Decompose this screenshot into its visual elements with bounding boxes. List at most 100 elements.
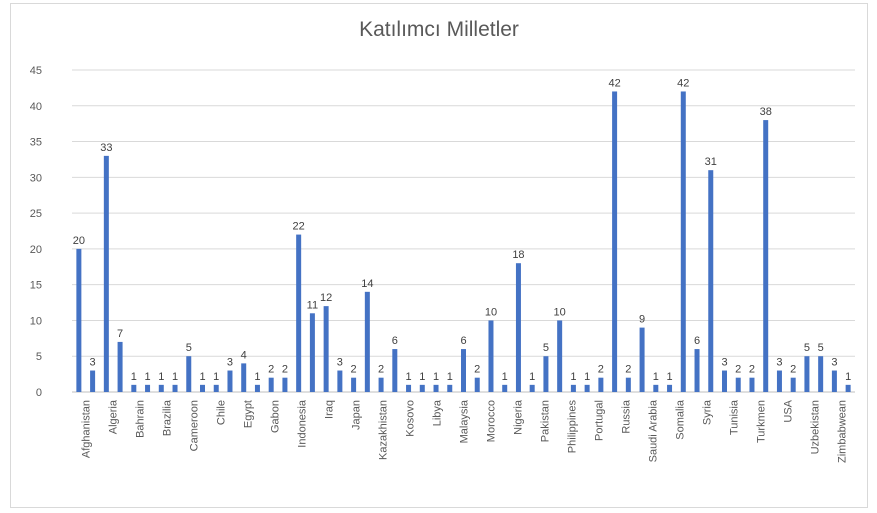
x-category-label: Malaysia xyxy=(459,399,471,443)
data-label: 1 xyxy=(845,371,851,383)
x-category-label: Algeria xyxy=(108,399,120,434)
x-category-label: Cameroon xyxy=(189,400,201,451)
gridlines xyxy=(72,69,855,393)
bar xyxy=(186,356,192,392)
data-label: 4 xyxy=(241,349,247,361)
x-category-label: Tunisia xyxy=(729,399,741,435)
data-label: 3 xyxy=(721,357,727,369)
bar xyxy=(818,356,824,392)
data-label: 10 xyxy=(554,306,566,318)
data-label: 5 xyxy=(543,342,549,354)
x-category-label: Portugal xyxy=(594,400,606,441)
x-category-label: Gabon xyxy=(270,400,282,433)
bar xyxy=(90,370,96,392)
data-label: 12 xyxy=(320,292,332,304)
bar xyxy=(227,370,233,392)
x-category-label: Russia xyxy=(621,399,633,434)
data-label: 2 xyxy=(268,364,274,376)
bar xyxy=(680,91,686,392)
bar xyxy=(351,377,357,392)
x-category-label: Afghanistan xyxy=(81,400,93,458)
y-tick-label: 20 xyxy=(30,244,42,256)
x-category-label: Zimbabwean xyxy=(837,400,849,463)
bar xyxy=(653,384,659,392)
data-label: 1 xyxy=(666,371,672,383)
data-label: 2 xyxy=(598,364,604,376)
data-label: 5 xyxy=(804,342,810,354)
data-label: 2 xyxy=(790,364,796,376)
data-label: 10 xyxy=(485,306,497,318)
x-category-label: Pakistan xyxy=(540,400,552,442)
data-label: 1 xyxy=(199,371,205,383)
data-label: 3 xyxy=(227,357,233,369)
bar xyxy=(694,349,700,392)
data-label: 9 xyxy=(639,314,645,326)
bar xyxy=(529,384,535,392)
bar xyxy=(708,170,714,392)
bar xyxy=(790,377,796,392)
data-label: 1 xyxy=(502,371,508,383)
data-label: 5 xyxy=(186,342,192,354)
bar xyxy=(625,377,631,392)
bar xyxy=(667,384,673,392)
data-label: 1 xyxy=(158,371,164,383)
bar xyxy=(241,363,247,392)
x-category-label: Egypt xyxy=(243,400,255,428)
data-label: 22 xyxy=(293,221,305,233)
x-category-label: Indonesia xyxy=(297,399,309,448)
data-label: 2 xyxy=(378,364,384,376)
bar xyxy=(309,313,315,392)
y-tick-label: 30 xyxy=(30,172,42,184)
y-tick-label: 40 xyxy=(30,101,42,113)
data-label: 2 xyxy=(282,364,288,376)
x-category-label: Syria xyxy=(702,399,714,425)
bar xyxy=(570,384,576,392)
data-label: 3 xyxy=(831,357,837,369)
bar xyxy=(584,384,590,392)
data-label: 1 xyxy=(254,371,260,383)
data-label: 18 xyxy=(512,249,524,261)
x-category-label: Iraq xyxy=(324,400,336,419)
data-label: 2 xyxy=(625,364,631,376)
data-label: 2 xyxy=(351,364,357,376)
data-label: 42 xyxy=(608,77,620,89)
bar xyxy=(337,370,343,392)
bar xyxy=(364,291,370,392)
y-tick-label: 45 xyxy=(30,65,42,77)
bar xyxy=(76,248,82,392)
bar xyxy=(749,377,755,392)
data-label: 6 xyxy=(392,335,398,347)
bar xyxy=(722,370,727,392)
data-label: 1 xyxy=(653,371,659,383)
bar xyxy=(296,234,302,392)
bar xyxy=(845,384,851,392)
bar xyxy=(735,377,741,392)
data-label: 3 xyxy=(90,357,96,369)
data-label: 33 xyxy=(100,142,112,154)
x-axis-labels: Afghanistan Algeria Bahrain Brazilia Cameroo… xyxy=(81,399,849,463)
data-label: 1 xyxy=(172,371,178,383)
bar xyxy=(392,349,398,392)
bar xyxy=(488,320,494,392)
x-category-label: Somalia xyxy=(675,399,687,440)
x-category-label: Kosovo xyxy=(405,400,417,437)
bar xyxy=(612,91,618,392)
y-tick-label: 35 xyxy=(30,137,42,149)
x-category-label: Morocco xyxy=(486,400,498,442)
data-label: 1 xyxy=(447,371,453,383)
data-label: 6 xyxy=(460,335,466,347)
data-label: 1 xyxy=(584,371,590,383)
bar xyxy=(282,377,288,392)
bar xyxy=(158,384,164,392)
y-tick-label: 10 xyxy=(30,315,42,327)
data-label: 1 xyxy=(131,371,137,383)
bar xyxy=(378,377,384,392)
data-label: 11 xyxy=(307,299,318,311)
x-category-label: Bahrain xyxy=(135,400,147,438)
x-category-label: USA xyxy=(783,399,795,422)
x-category-label: Libya xyxy=(432,399,444,426)
bar xyxy=(557,320,563,392)
bar xyxy=(543,356,549,392)
